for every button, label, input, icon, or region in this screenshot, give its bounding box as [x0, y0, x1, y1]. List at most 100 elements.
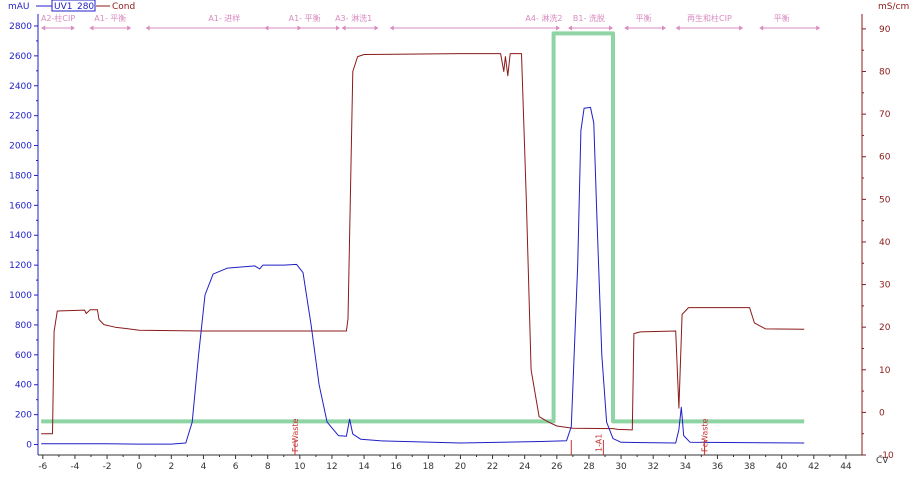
x-tick-label: 16 [390, 462, 402, 472]
phase-segment: 平衡 [759, 13, 821, 31]
left-tick-label: 200 [15, 411, 32, 421]
x-tick-label: -2 [103, 462, 112, 472]
x-tick-label: 8 [265, 462, 271, 472]
x-tick-label: 24 [519, 462, 531, 472]
phase-arrow-head-left [89, 25, 94, 31]
right-tick-label: 90 [879, 25, 891, 35]
fraction-label: FcWaste [291, 418, 300, 452]
phase-arrow-head-left [624, 25, 629, 31]
phase-label: A1- 进样 [208, 13, 240, 23]
phase-arrow-head-right [556, 25, 561, 31]
x-tick-label: 6 [233, 462, 239, 472]
phase-arrow-head-left [41, 25, 46, 31]
phase-arrow-head-left [145, 25, 150, 31]
fraction-label: 1-A1 [595, 434, 604, 452]
right-axis-unit: mS/cm [878, 2, 909, 12]
x-tick-label: -6 [38, 462, 47, 472]
left-tick-label: 2200 [9, 112, 32, 122]
right-tick-label: 40 [879, 238, 891, 248]
x-tick-label: 4 [201, 462, 207, 472]
right-tick-label: 0 [879, 408, 885, 418]
x-tick-label: 14 [358, 462, 370, 472]
phase-segment: A1- 平衡 [264, 13, 340, 31]
fraction-marks: FcWaste 1-A1 FcWaste [291, 418, 710, 455]
phase-segment: A2-柱CIP [41, 13, 75, 31]
left-tick-label: 800 [15, 321, 32, 331]
left-tick-label: 0 [26, 441, 32, 451]
left-tick-label: 2000 [9, 142, 32, 152]
phase-arrow-head-left [568, 25, 573, 31]
left-tick-label: 1600 [9, 201, 32, 211]
series-layer [41, 31, 805, 445]
right-tick-label: 70 [879, 110, 891, 120]
x-tick-label: 2 [168, 462, 174, 472]
axes-layer: 0200400600800100012001400160018002000220… [8, 2, 909, 472]
phase-arrow-head-right [374, 25, 379, 31]
phase-arrow-head-right [609, 25, 614, 31]
left-tick-label: 1000 [9, 291, 32, 301]
phase-label: B1- 洗脱 [573, 13, 605, 23]
x-tick-label: 38 [744, 462, 756, 472]
left-tick-label: 600 [15, 351, 32, 361]
x-tick-label: 44 [840, 462, 852, 472]
phase-bar: A2-柱CIP A1- 平衡 A1- 进样 A1- 平衡 A3- 淋洗1 A4- 淋洗2 B… [41, 13, 821, 31]
fraction-label: FcWaste [701, 418, 710, 452]
x-tick-label: 10 [294, 462, 306, 472]
phase-arrow-head-left [675, 25, 680, 31]
left-tick-label: 1800 [9, 171, 32, 181]
phase-label: 平衡 [636, 13, 652, 23]
legend: UV1_280 Cond [36, 0, 135, 12]
phase-label: A3- 淋洗1 [335, 13, 372, 23]
phase-label: A1- 平衡 [94, 13, 126, 23]
phase-segment: B1- 洗脱 [568, 13, 614, 31]
phase-arrow-head-right [335, 25, 340, 31]
phase-label: A2-柱CIP [41, 13, 75, 23]
phase-arrow-head-right [739, 25, 744, 31]
left-tick-label: 1400 [9, 231, 32, 241]
phase-arrow-head-left [389, 25, 394, 31]
phase-label: A4- 淋洗2 [525, 13, 562, 23]
left-tick-label: 2600 [9, 52, 32, 62]
x-tick-label: 40 [776, 462, 788, 472]
right-tick-label: 30 [879, 281, 891, 291]
phase-arrow-head-right [127, 25, 132, 31]
phase-label: 平衡 [774, 13, 790, 23]
phase-label: 再生和柱CIP [687, 13, 732, 23]
right-tick-label: -10 [879, 451, 894, 461]
phase-segment: 平衡 [624, 13, 667, 31]
right-tick-label: 80 [879, 68, 891, 78]
legend-box-uv [51, 0, 96, 12]
right-tick-label: 10 [879, 366, 891, 376]
phase-segment: 再生和柱CIP [675, 13, 744, 31]
legend-label-uv: UV1_280 [54, 2, 94, 12]
phase-arrow-head-left [264, 25, 269, 31]
series-line-uv1-280 [41, 106, 805, 445]
legend-label-cond: Cond [112, 2, 135, 12]
x-tick-label: 12 [326, 462, 337, 472]
phase-segment: A3- 淋洗1 [335, 13, 379, 31]
x-tick-label: 28 [583, 462, 595, 472]
x-tick-label: 22 [487, 462, 498, 472]
phase-arrow-head-right [816, 25, 821, 31]
series-line-conc-b [41, 31, 805, 424]
phase-arrow-head-right [70, 25, 75, 31]
right-tick-label: 50 [879, 195, 891, 205]
x-tick-label: 26 [551, 462, 563, 472]
right-tick-label: 60 [879, 153, 891, 163]
x-tick-label: -4 [70, 462, 79, 472]
phase-arrow-head-left [759, 25, 764, 31]
x-tick-label: 42 [808, 462, 819, 472]
x-tick-label: 0 [136, 462, 142, 472]
phase-arrow-head-right [662, 25, 667, 31]
left-tick-label: 2800 [9, 22, 32, 32]
x-tick-label: 34 [680, 462, 692, 472]
x-axis-unit: CV [876, 456, 889, 466]
x-tick-label: 18 [423, 462, 435, 472]
series-line-cond [41, 53, 805, 435]
x-tick-label: 32 [647, 462, 658, 472]
right-tick-label: 20 [879, 323, 891, 333]
phase-segment: A4- 淋洗2 [389, 13, 563, 31]
left-axis-unit: mAU [8, 2, 30, 12]
left-tick-label: 400 [15, 381, 32, 391]
